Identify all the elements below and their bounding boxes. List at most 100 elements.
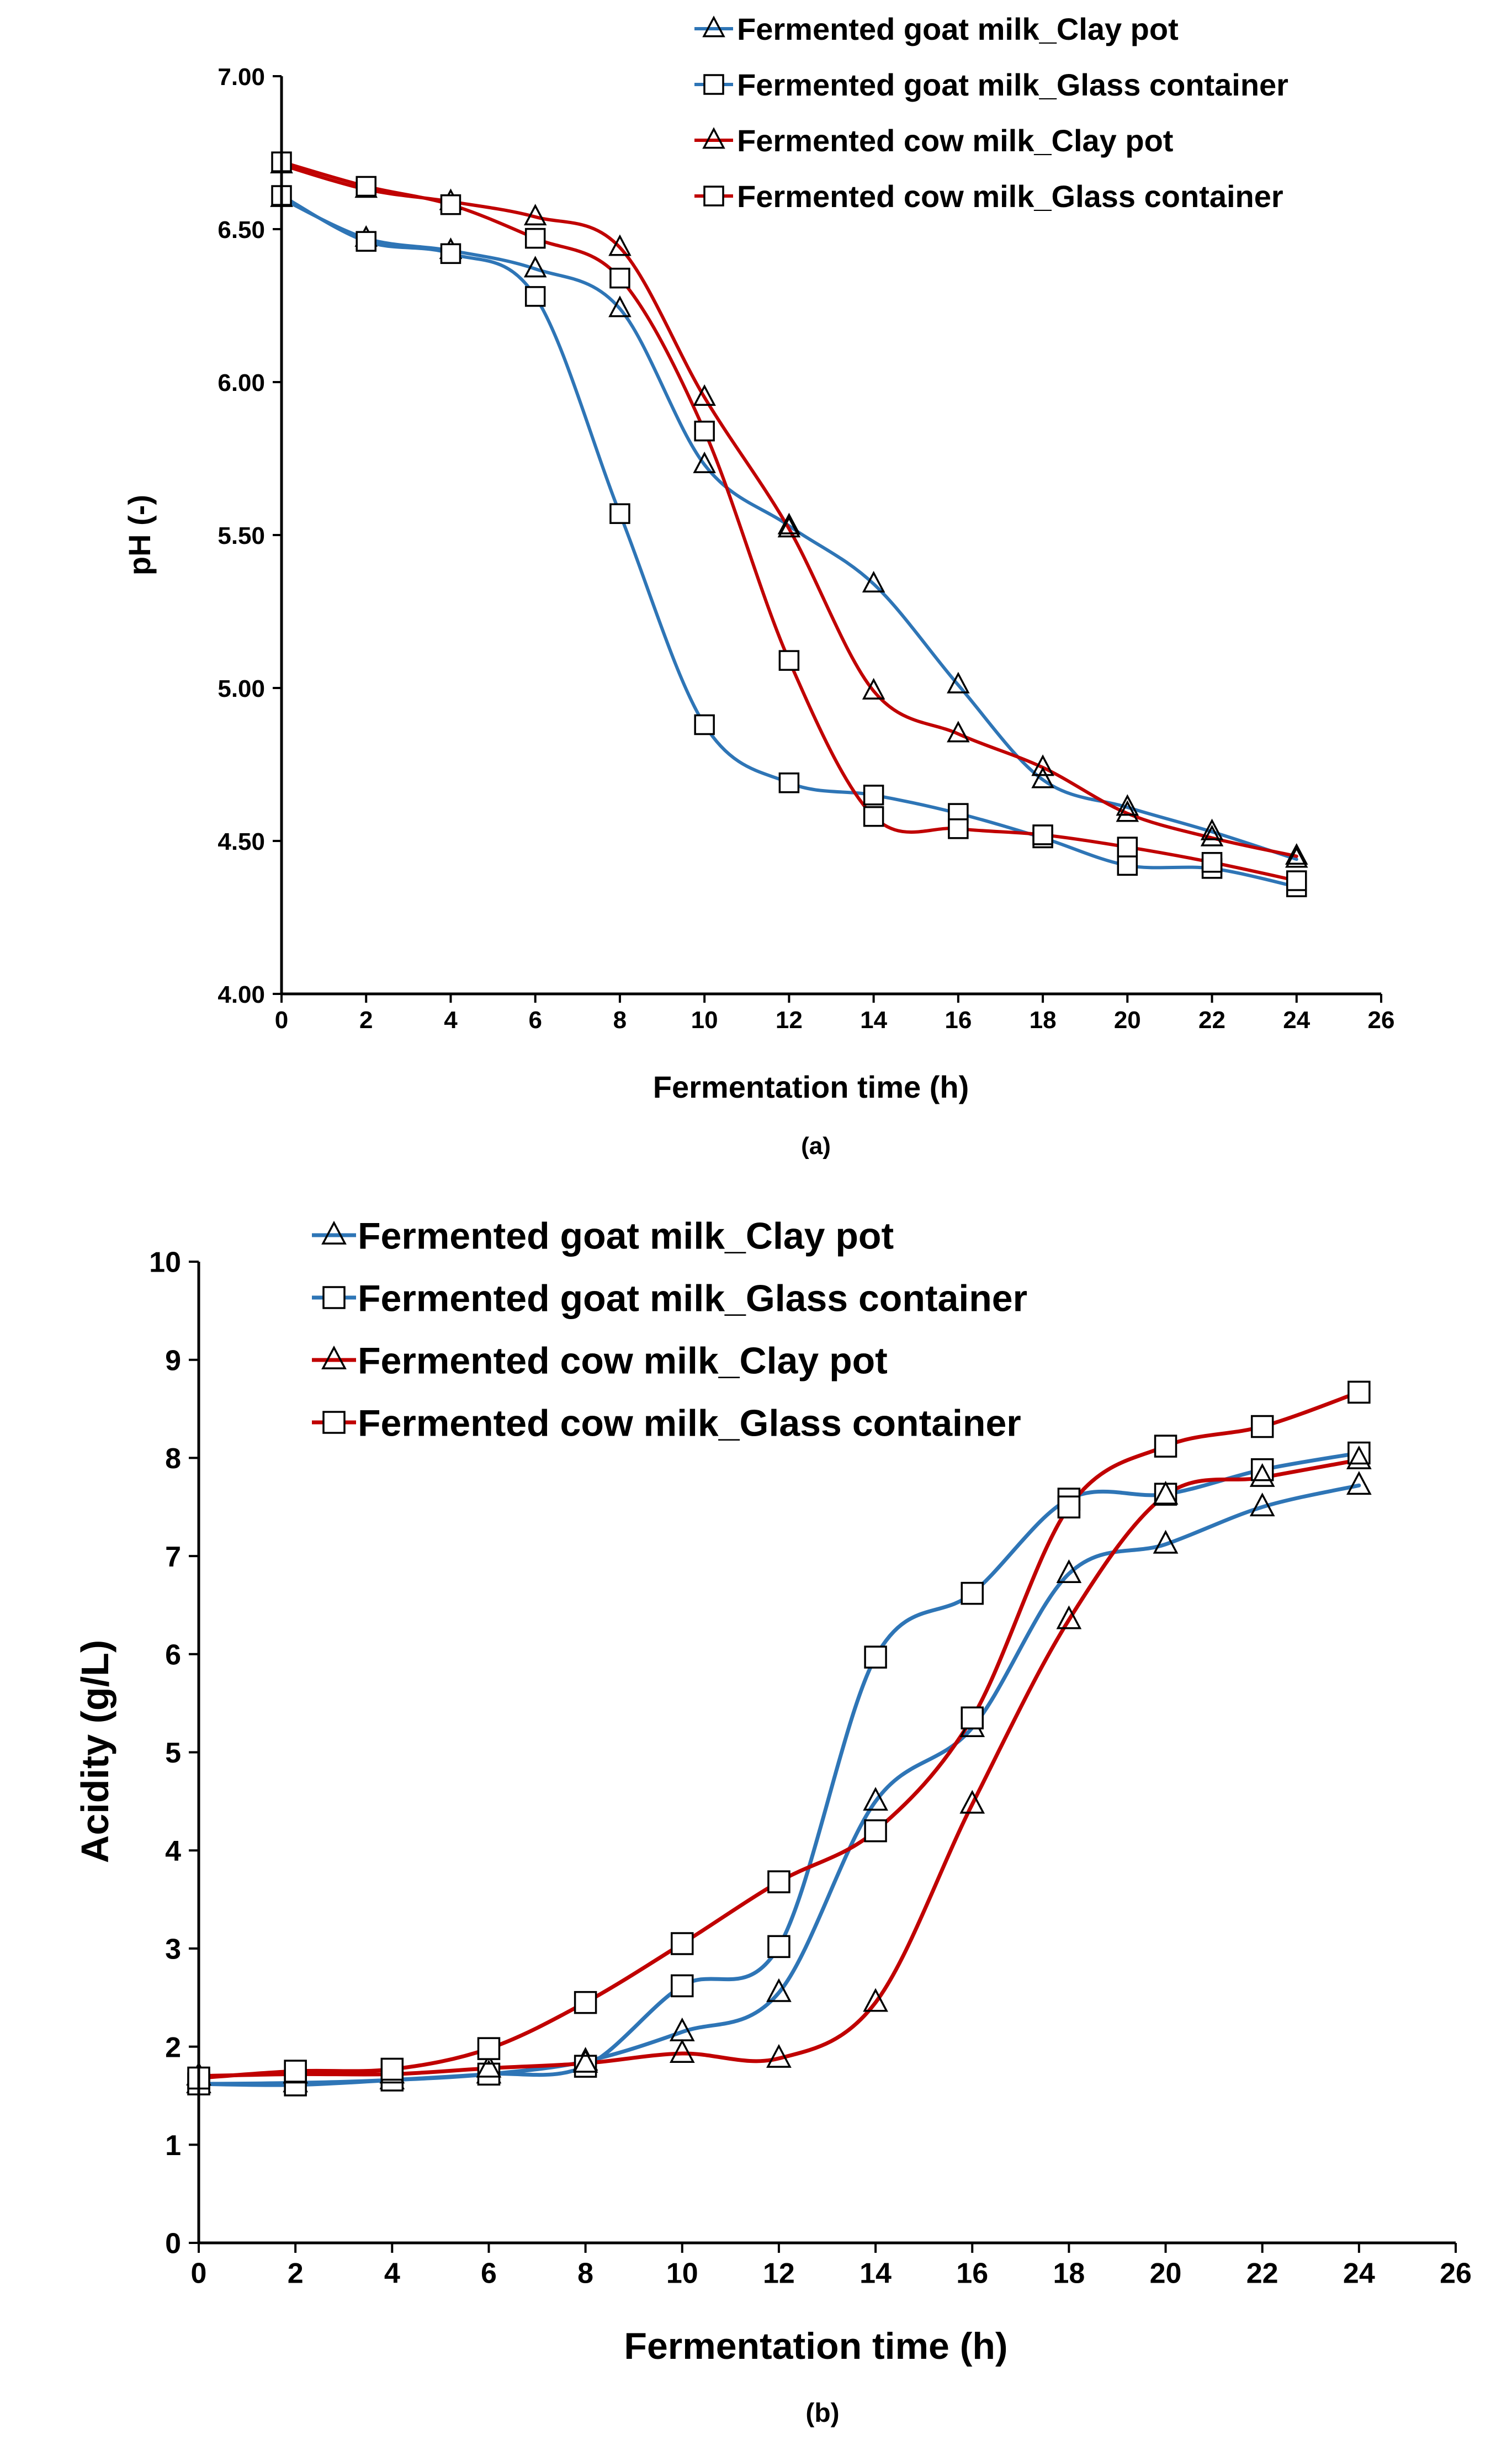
ph-x-tick-label: 20 (1114, 1007, 1141, 1034)
acidity-data-point-fermented-cow-milk-glass-container (1154, 1435, 1177, 1458)
ph-data-point-fermented-cow-milk-clay-pot (1116, 800, 1139, 822)
ph-x-tick-label: 24 (1283, 1007, 1310, 1034)
ph-legend-label: Fermented cow milk_Clay pot (737, 123, 1173, 158)
ph-x-tick-label: 8 (613, 1007, 627, 1034)
acidity-data-point-fermented-cow-milk-clay-pot (959, 1790, 985, 1814)
ph-legend-item: Fermented cow milk_Glass container (694, 179, 1283, 214)
ph-chart-panel: 0 2 4 6 8 10 12 14 16 18 20 22 24 264.004.505.005.506… (122, 12, 1394, 1160)
acidity-y-tick-label: 5 (165, 1737, 181, 1769)
acidity-data-point-fermented-goat-milk-glass-container (864, 1645, 887, 1669)
ph-y-tick-label: 5.00 (217, 675, 265, 702)
acidity-legend-marker (322, 1411, 346, 1434)
ph-x-tick-label: 18 (1030, 1007, 1057, 1034)
acidity-data-point-fermented-goat-milk-glass-container (767, 1935, 791, 1959)
ph-data-point-fermented-cow-milk-clay-pot (523, 204, 547, 226)
acidity-data-point-fermented-goat-milk-clay-pot (766, 1978, 792, 2002)
ph-series-line-fermented-cow-milk-clay-pot (280, 163, 1298, 858)
ph-chart-legend: Fermented goat milk_Clay pot Fermented go… (694, 12, 1288, 214)
ph-data-point-fermented-cow-milk-clay-pot (693, 384, 716, 406)
acidity-y-tick-label: 1 (165, 2130, 181, 2162)
acidity-y-tick-label: 7 (165, 1541, 181, 1573)
acidity-data-point-fermented-goat-milk-clay-pot (1153, 1529, 1179, 1554)
acidity-x-tick-label: 0 (191, 2258, 207, 2290)
ph-y-tick-label: 6.00 (217, 369, 265, 396)
acidity-y-tick-label: 10 (149, 1247, 181, 1279)
ph-legend-item: Fermented goat milk_Glass container (694, 67, 1288, 102)
acidity-data-point-fermented-cow-milk-glass-container (574, 1991, 597, 2014)
acidity-data-point-fermented-goat-milk-clay-pot (1346, 1471, 1372, 1495)
acidity-data-point-fermented-cow-milk-clay-pot (572, 2049, 598, 2073)
acidity-data-point-fermented-cow-milk-glass-container (1057, 1495, 1081, 1518)
ph-data-point-fermented-cow-milk-glass-container (524, 227, 546, 249)
acidity-data-point-fermented-cow-milk-glass-container (1250, 1415, 1274, 1438)
acidity-legend-marker (321, 1345, 347, 1369)
acidity-y-tick-label: 8 (165, 1443, 181, 1475)
acidity-data-point-fermented-cow-milk-glass-container (767, 1870, 791, 1893)
acidity-data-point-fermented-cow-milk-clay-pot (476, 2053, 502, 2078)
ph-data-point-fermented-cow-milk-glass-container (948, 818, 969, 839)
ph-x-tick-label: 6 (528, 1007, 542, 1034)
ph-data-point-fermented-goat-milk-glass-container (863, 785, 884, 806)
ph-y-tick-label: 6.50 (217, 216, 265, 244)
ph-chart-series (270, 151, 1308, 897)
ph-y-tick-label: 5.50 (217, 522, 265, 549)
ph-data-point-fermented-goat-milk-glass-container (356, 231, 376, 252)
acidity-legend-item: Fermented cow milk_Glass container (312, 1402, 1021, 1444)
acidity-chart-legend: Fermented goat milk_Clay pot Fermented go… (312, 1215, 1027, 1444)
ph-legend-marker (703, 186, 724, 207)
ph-x-tick-label: 26 (1368, 1007, 1395, 1034)
acidity-legend-label: Fermented goat milk_Glass container (358, 1277, 1027, 1319)
ph-data-point-fermented-cow-milk-glass-container (1117, 837, 1138, 858)
ph-legend-marker (702, 127, 725, 149)
ph-data-point-fermented-cow-milk-clay-pot (862, 678, 885, 700)
acidity-data-point-fermented-cow-milk-clay-pot (1346, 1445, 1372, 1469)
acidity-series-line-fermented-goat-milk-glass-container (197, 1451, 1361, 2087)
ph-legend-label: Fermented cow milk_Glass container (737, 179, 1283, 214)
ph-x-tick-label: 10 (691, 1007, 718, 1034)
ph-x-tick-label: 22 (1198, 1007, 1225, 1034)
acidity-legend-label: Fermented cow milk_Glass container (358, 1402, 1021, 1444)
acidity-data-point-fermented-goat-milk-glass-container (671, 1974, 694, 1998)
ph-y-axis-title: pH (-) (122, 495, 157, 575)
ph-chart-caption: (a) (801, 1132, 831, 1160)
acidity-data-point-fermented-cow-milk-glass-container (284, 2060, 307, 2083)
ph-data-point-fermented-goat-milk-glass-container (1117, 855, 1138, 876)
acidity-y-tick-label: 0 (165, 2228, 181, 2260)
ph-y-tick-label: 4.50 (217, 828, 265, 855)
acidity-legend-item: Fermented goat milk_Clay pot (312, 1215, 894, 1257)
ph-legend-label: Fermented goat milk_Clay pot (737, 12, 1179, 46)
ph-data-point-fermented-cow-milk-glass-container (356, 176, 376, 197)
ph-data-point-fermented-goat-milk-clay-pot (947, 671, 970, 694)
acidity-data-point-fermented-cow-milk-clay-pot (669, 2039, 695, 2063)
acidity-data-point-fermented-cow-milk-clay-pot (863, 1988, 888, 2012)
acidity-y-axis-title: Acidity (g/L) (73, 1640, 116, 1863)
acidity-y-tick-label: 4 (165, 1835, 181, 1867)
ph-data-point-fermented-cow-milk-glass-container (694, 420, 715, 442)
acidity-chart-caption: (b) (805, 2399, 839, 2428)
acidity-data-point-fermented-goat-milk-clay-pot (863, 1787, 888, 1811)
acidity-x-tick-label: 22 (1246, 2258, 1278, 2290)
acidity-data-point-fermented-cow-milk-clay-pot (1249, 1463, 1275, 1487)
ph-data-point-fermented-goat-milk-clay-pot (1200, 818, 1224, 840)
acidity-x-tick-label: 4 (384, 2258, 400, 2290)
ph-data-point-fermented-cow-milk-glass-container (1032, 824, 1053, 845)
acidity-x-tick-label: 14 (860, 2258, 892, 2290)
ph-data-point-fermented-goat-milk-glass-container (694, 714, 715, 735)
ph-x-axis-title: Fermentation time (h) (653, 1070, 969, 1104)
acidity-x-tick-label: 10 (666, 2258, 698, 2290)
ph-data-point-fermented-cow-milk-glass-container (440, 194, 461, 215)
acidity-x-tick-label: 16 (956, 2258, 988, 2290)
acidity-y-tick-label: 9 (165, 1345, 181, 1377)
ph-data-point-fermented-cow-milk-clay-pot (777, 516, 801, 538)
acidity-legend-item: Fermented goat milk_Glass container (312, 1277, 1027, 1319)
ph-data-point-fermented-goat-milk-clay-pot (862, 570, 885, 592)
ph-data-point-fermented-cow-milk-glass-container (778, 650, 800, 671)
acidity-y-tick-label: 2 (165, 2031, 181, 2063)
ph-legend-marker (702, 15, 725, 38)
ph-data-point-fermented-cow-milk-glass-container (609, 267, 630, 289)
acidity-data-point-fermented-goat-milk-clay-pot (1056, 1559, 1082, 1583)
acidity-series-line-fermented-cow-milk-clay-pot (197, 1458, 1361, 2078)
ph-data-point-fermented-goat-milk-clay-pot (1116, 794, 1139, 816)
